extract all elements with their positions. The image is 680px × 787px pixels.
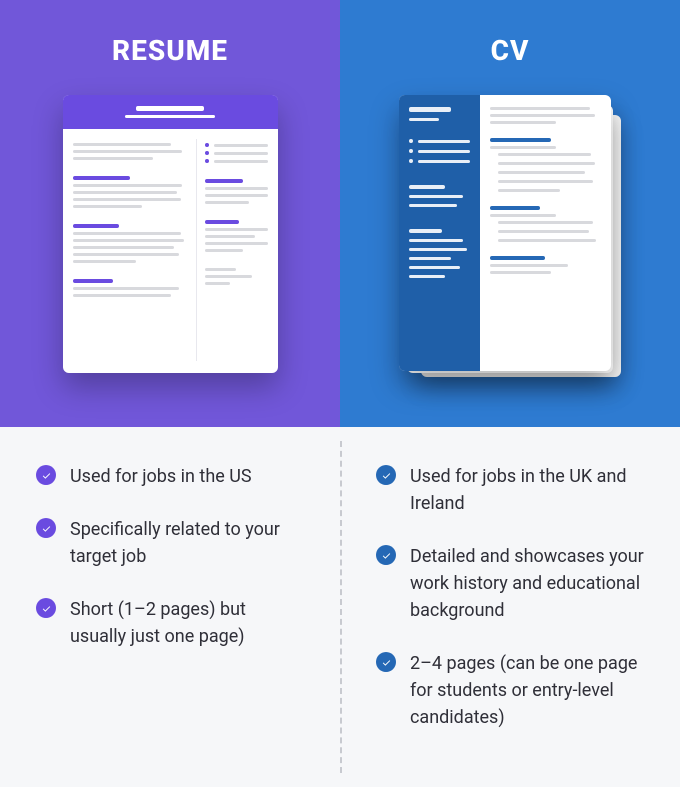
check-icon — [376, 652, 396, 672]
hero-row: RESUME — [0, 0, 680, 427]
check-icon — [376, 545, 396, 565]
bullet-text: Used for jobs in the US — [70, 463, 252, 490]
bullet-text: Short (1–2 pages) but usually just one p… — [70, 596, 306, 650]
cv-title: CV — [491, 34, 530, 67]
resume-features: Used for jobs in the US Specifically rela… — [0, 427, 340, 787]
bullet-text: Used for jobs in the UK and Ireland — [410, 463, 646, 517]
bullet-item: Short (1–2 pages) but usually just one p… — [36, 596, 306, 650]
bullet-item: Detailed and showcases your work history… — [376, 543, 646, 624]
check-icon — [36, 518, 56, 538]
check-icon — [36, 465, 56, 485]
check-icon — [36, 598, 56, 618]
bullet-item: Used for jobs in the US — [36, 463, 306, 490]
bullet-item: 2–4 pages (can be one page for students … — [376, 650, 646, 731]
cv-features: Used for jobs in the UK and Ireland Detai… — [340, 427, 680, 787]
bullet-item: Used for jobs in the UK and Ireland — [376, 463, 646, 517]
bullet-text: Specifically related to your target job — [70, 516, 306, 570]
resume-hero: RESUME — [0, 0, 340, 427]
cv-doc-sidebar — [399, 95, 480, 371]
resume-doc-header — [63, 95, 278, 129]
resume-doc-right — [196, 139, 267, 361]
cv-doc-main — [480, 95, 611, 371]
check-icon — [376, 465, 396, 485]
bullet-item: Specifically related to your target job — [36, 516, 306, 570]
cv-doc-icon — [399, 95, 621, 385]
bullet-text: Detailed and showcases your work history… — [410, 543, 646, 624]
cv-hero: CV — [340, 0, 680, 427]
vertical-divider — [340, 441, 342, 773]
resume-title: RESUME — [112, 34, 228, 67]
bullet-text: 2–4 pages (can be one page for students … — [410, 650, 646, 731]
resume-doc-left — [73, 139, 189, 361]
resume-doc-icon — [63, 95, 278, 373]
features-row: Used for jobs in the US Specifically rela… — [0, 427, 680, 787]
